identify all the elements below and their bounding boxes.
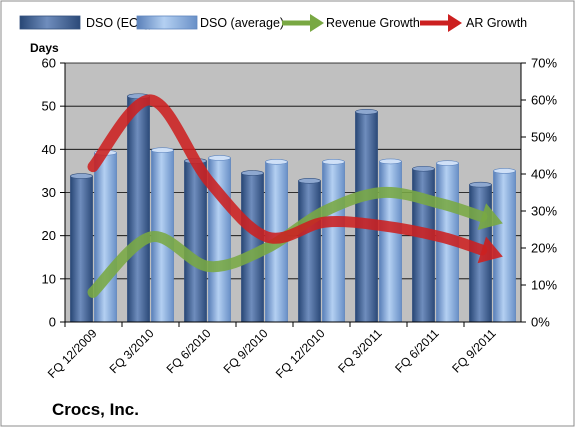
bar-dso-eoq [184,160,207,323]
arrows-group [87,94,503,298]
bar-dso-eoq [70,175,93,323]
y2-tick-label: 0% [531,315,550,330]
bar-dso-average [493,170,516,323]
bar-dso-average-top [379,158,402,165]
bar-dso-eoq-top [70,173,93,179]
bar-dso-average-top [436,160,459,166]
bar-dso-average-top [151,147,174,153]
ar-growth-arrow-head [477,236,503,264]
legend-label: AR Growth [466,16,527,30]
legend-label: Revenue Growth [326,16,420,30]
y-tick-label: 50 [42,99,56,114]
y2-tick-label: 70% [531,56,557,71]
bar-dso-average [322,161,345,323]
y-tick-label: 10 [42,271,56,286]
ar-growth-arrow-line [87,94,488,256]
bar-dso-average-top [208,155,231,161]
bar-dso-eoq-top [412,165,435,172]
y-axis-title: Days [30,41,59,55]
bar-dso-eoq [298,180,321,323]
company-name: Crocs, Inc. [52,400,139,419]
bar-dso-eoq [355,111,378,323]
legend-swatch [19,15,81,30]
legend-arrow-head [448,14,462,32]
legend-label: DSO (EOQ) [86,16,153,30]
revenue-growth-arrow-head [477,203,503,230]
y-tick-label: 20 [42,228,56,243]
y2-tick-label: 20% [531,241,557,256]
y-tick-label: 0 [49,315,56,330]
bar-dso-average-top [322,159,345,165]
bar-dso-eoq-top [298,178,321,184]
bar-dso-average [94,152,117,323]
y2-tick-label: 10% [531,278,557,293]
y2-tick-label: 30% [531,204,557,219]
y2-tick-label: 50% [531,130,557,145]
bar-dso-eoq-top [355,108,378,115]
y-tick-label: 60 [42,56,56,71]
bar-dso-eoq-top [469,181,492,188]
legend: DSO (EOQ) DSO (average) Revenue Growth AR G… [19,14,527,32]
bar-dso-eoq-top [241,170,264,176]
bar-dso-average-top [265,159,288,165]
y2-tick-label: 60% [531,93,557,108]
bar-dso-eoq [127,95,150,323]
y-tick-label: 40 [42,142,56,157]
bar-dso-average [379,161,402,323]
y2-tick-label: 40% [531,167,557,182]
legend-swatch [136,15,198,30]
legend-label: DSO (average) [200,16,284,30]
legend-arrow-head [310,14,324,32]
y-tick-label: 30 [42,185,56,200]
bar-dso-average-top [493,168,516,174]
